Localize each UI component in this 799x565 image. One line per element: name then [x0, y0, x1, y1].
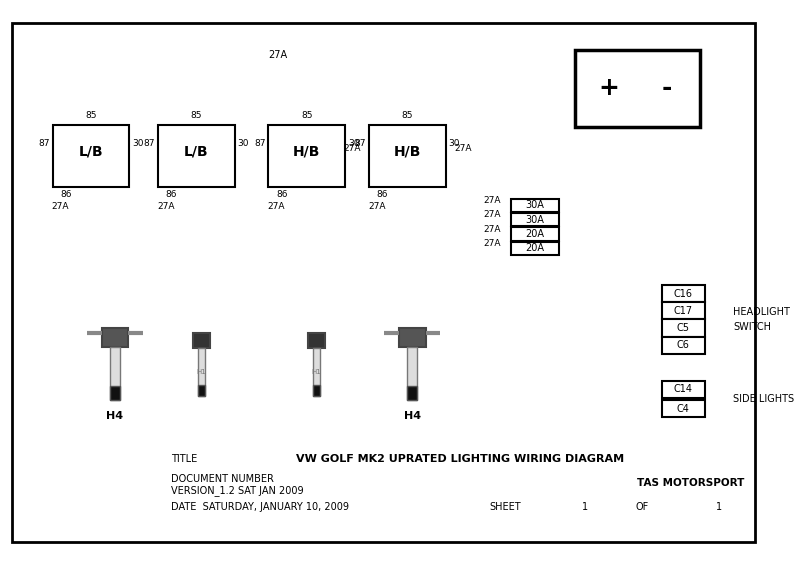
- Text: H4: H4: [106, 411, 124, 421]
- Text: 1: 1: [582, 502, 588, 512]
- Text: 27A: 27A: [483, 210, 501, 219]
- Text: 27A: 27A: [343, 144, 360, 153]
- Bar: [268, 125, 345, 187]
- Text: 27A: 27A: [368, 202, 386, 211]
- Bar: [197, 385, 205, 396]
- Text: VERSION_1.2 SAT JAN 2009: VERSION_1.2 SAT JAN 2009: [171, 485, 304, 496]
- Text: L/B: L/B: [79, 145, 103, 159]
- Bar: [308, 333, 325, 348]
- Text: 27A: 27A: [455, 144, 472, 153]
- Text: 85: 85: [402, 111, 413, 120]
- Bar: [662, 337, 705, 354]
- Bar: [662, 400, 705, 417]
- Bar: [110, 347, 120, 400]
- Bar: [312, 385, 320, 396]
- Text: 27A: 27A: [157, 202, 175, 211]
- Text: +: +: [598, 76, 619, 101]
- Bar: [511, 227, 559, 241]
- Text: H/B: H/B: [394, 145, 421, 159]
- Text: 85: 85: [301, 111, 312, 120]
- Bar: [662, 302, 705, 319]
- Bar: [511, 213, 559, 227]
- Bar: [662, 285, 705, 302]
- Text: 27A: 27A: [483, 196, 501, 205]
- Text: 87: 87: [38, 140, 50, 149]
- Text: 20A: 20A: [526, 229, 544, 239]
- Text: 85: 85: [85, 111, 97, 120]
- Bar: [407, 347, 417, 400]
- Bar: [110, 385, 120, 400]
- Text: 86: 86: [61, 190, 72, 199]
- Text: C16: C16: [673, 289, 692, 298]
- Bar: [369, 125, 446, 187]
- Bar: [407, 385, 417, 400]
- Text: 85: 85: [191, 111, 202, 120]
- Text: 30: 30: [449, 140, 460, 149]
- Text: H1: H1: [312, 369, 321, 375]
- Text: 30A: 30A: [526, 215, 544, 225]
- Text: VW GOLF MK2 UPRATED LIGHTING WIRING DIAGRAM: VW GOLF MK2 UPRATED LIGHTING WIRING DIAG…: [296, 454, 624, 464]
- Text: -: -: [661, 76, 671, 101]
- Text: 27A: 27A: [268, 202, 285, 211]
- Text: 87: 87: [254, 140, 265, 149]
- Text: TAS MOTORSPORT: TAS MOTORSPORT: [637, 479, 744, 488]
- Text: 30: 30: [348, 140, 360, 149]
- Bar: [197, 348, 205, 396]
- Text: 30: 30: [133, 140, 144, 149]
- Text: C17: C17: [673, 306, 692, 316]
- Bar: [662, 381, 705, 398]
- Text: DATE  SATURDAY, JANUARY 10, 2009: DATE SATURDAY, JANUARY 10, 2009: [171, 502, 348, 512]
- Text: SIDE LIGHTS: SIDE LIGHTS: [733, 394, 794, 404]
- Text: H4: H4: [403, 411, 421, 421]
- Bar: [53, 125, 129, 187]
- Text: 1: 1: [716, 502, 722, 512]
- Text: 27A: 27A: [268, 50, 288, 60]
- Text: C6: C6: [676, 340, 689, 350]
- Text: C5: C5: [676, 323, 690, 333]
- Bar: [399, 328, 426, 347]
- Bar: [511, 242, 559, 255]
- Bar: [511, 199, 559, 212]
- Text: H/B: H/B: [293, 145, 320, 159]
- Text: OF: OF: [636, 502, 649, 512]
- Text: SHEET: SHEET: [489, 502, 521, 512]
- Text: 30A: 30A: [526, 201, 544, 210]
- Text: 87: 87: [144, 140, 155, 149]
- Text: 27A: 27A: [52, 202, 70, 211]
- Text: HEADLIGHT: HEADLIGHT: [733, 307, 790, 317]
- Text: 86: 86: [377, 190, 388, 199]
- Bar: [575, 50, 700, 127]
- Text: DOCUMENT NUMBER: DOCUMENT NUMBER: [171, 473, 273, 484]
- Text: 20A: 20A: [526, 244, 544, 254]
- Text: SWITCH: SWITCH: [733, 322, 772, 332]
- Text: 27A: 27A: [483, 239, 501, 248]
- Text: C14: C14: [673, 384, 692, 394]
- Text: TITLE: TITLE: [171, 454, 197, 464]
- Bar: [312, 348, 320, 396]
- Text: 86: 86: [276, 190, 288, 199]
- Text: 86: 86: [166, 190, 177, 199]
- Text: 30: 30: [238, 140, 249, 149]
- Text: 27A: 27A: [483, 225, 501, 234]
- Bar: [662, 319, 705, 337]
- Bar: [101, 328, 129, 347]
- Text: C4: C4: [676, 403, 689, 414]
- Text: L/B: L/B: [185, 145, 209, 159]
- Text: 87: 87: [355, 140, 366, 149]
- Bar: [193, 333, 210, 348]
- Text: H1: H1: [197, 369, 206, 375]
- Bar: [158, 125, 235, 187]
